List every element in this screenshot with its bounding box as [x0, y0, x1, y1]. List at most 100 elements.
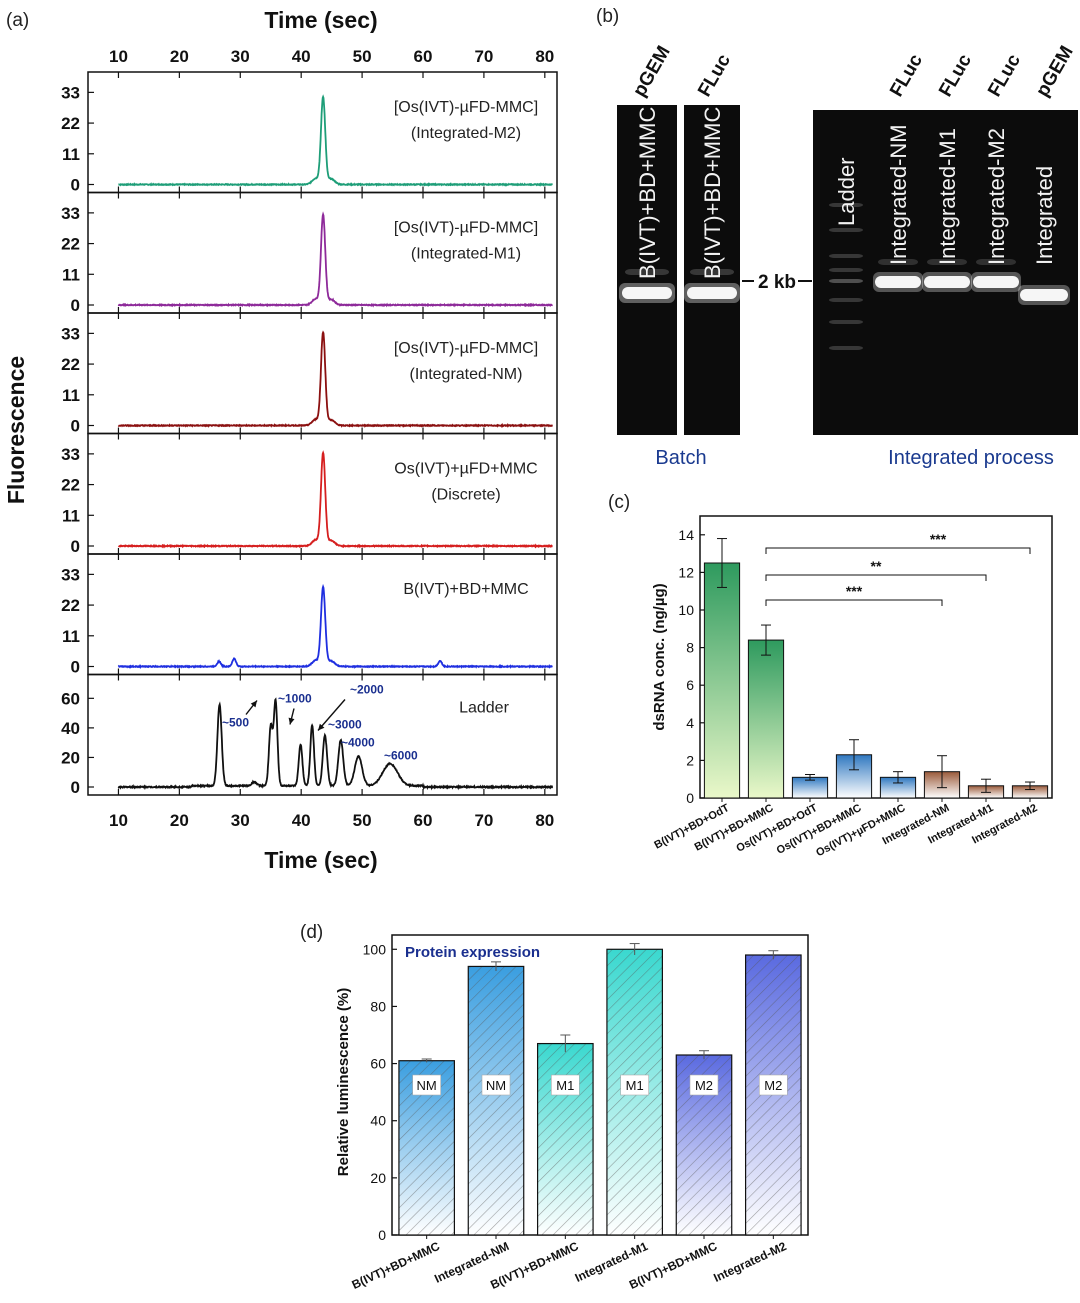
- bar-label: M2: [764, 1078, 782, 1093]
- y-tick-label: 20: [61, 748, 80, 767]
- top-tick-label: 30: [231, 47, 250, 66]
- y-tick-label: 11: [62, 386, 80, 405]
- y-tick-label: 80: [370, 998, 386, 1014]
- plot-frame: [699, 515, 1053, 799]
- gel-band-glow: [971, 272, 1021, 292]
- trace-panel: 33 22 11 0 B(IVT)+BD+MMC: [61, 553, 558, 677]
- gel-lane-top-label: FLuc: [984, 50, 1025, 100]
- gel-band-glow: [1018, 285, 1070, 305]
- panel-c-chart: 02468101214B(IVT)+BD+OdTB(IVT)+BD+MMCOs(…: [652, 515, 1053, 859]
- y-tick-label: 0: [71, 296, 80, 315]
- y-tick-label: 33: [61, 204, 80, 223]
- gel-band-glow: [684, 283, 740, 303]
- y-tick-label: 4: [686, 715, 694, 731]
- category-label: Integrated-M2: [711, 1239, 789, 1285]
- gel-band-main: [1020, 289, 1068, 301]
- trace-label-line2: (Integrated-M2): [411, 125, 521, 142]
- trace-line: [118, 94, 554, 188]
- gel-lane-text: Integrated-M2: [984, 128, 1009, 265]
- bar-hatch: [467, 965, 525, 1236]
- gel-lane-top-label: pGEM: [629, 42, 675, 100]
- bar-label-box: [412, 1074, 441, 1096]
- bar-label: M2: [695, 1078, 713, 1093]
- ladder-band: [829, 203, 863, 207]
- gel-lane-text: B(IVT)+BD+MMC: [700, 107, 725, 279]
- trace-frame: [87, 673, 558, 796]
- gel-band-main: [622, 287, 672, 299]
- trace-line: [118, 450, 553, 549]
- annotation-arrowhead: [250, 700, 257, 708]
- bar-label-box: [759, 1074, 788, 1096]
- gel-band-main: [875, 276, 921, 288]
- y-tick-label: 22: [61, 235, 80, 254]
- y-tick-label: 33: [61, 445, 80, 464]
- bar-label: NM: [417, 1078, 437, 1093]
- y-tick-label: 6: [686, 677, 694, 693]
- y-tick-label: 0: [71, 417, 80, 436]
- category-label: B(IVT)+BD+MMC: [350, 1239, 443, 1292]
- bottom-tick-label: 40: [292, 811, 311, 830]
- bottom-tick-label: 20: [170, 811, 189, 830]
- significance-label: **: [871, 558, 882, 574]
- ladder-band: [829, 228, 863, 232]
- bottom-tick-label: 50: [353, 811, 372, 830]
- y-tick-label: 0: [71, 658, 80, 677]
- y-tick-label: 40: [61, 719, 80, 738]
- gel-lane-text: Integrated-NM: [886, 124, 911, 265]
- y-tick-label: 33: [61, 83, 80, 102]
- gel-lane-top-label: FLuc: [694, 50, 735, 100]
- gel-bands: [619, 203, 1070, 350]
- y-tick-label: 60: [370, 1056, 386, 1072]
- gel-lane-text: Integrated-M1: [935, 128, 960, 265]
- panel-a: (a) Time (sec) Time (sec) Fluorescence 1…: [3, 7, 558, 873]
- plot-frame: [391, 934, 809, 1236]
- gel-lane-text: B(IVT)+BD+MMC: [635, 107, 660, 279]
- ladder-band: [829, 320, 863, 324]
- bottom-tick-label: 60: [414, 811, 433, 830]
- panel-c-y-title: dsRNA conc. (ng/µg): [651, 583, 668, 730]
- y-tick-label: 10: [678, 602, 694, 618]
- significance-bracket: [765, 599, 943, 606]
- top-tick-label: 80: [535, 47, 554, 66]
- panel-d-y-title: Relative luminescence (%): [335, 988, 352, 1176]
- gel-band-faint: [690, 269, 734, 275]
- gel-batch-lane-2: [684, 105, 740, 435]
- ladder-band: [829, 298, 863, 302]
- gel-lane-top-label: FLuc: [935, 50, 976, 100]
- panel-d-chart: 0 20 40 60 80 100 NM B(IVT)+BD+MMC NM Integrated-…: [350, 934, 809, 1292]
- gel-lane-text: Integrated: [1032, 166, 1057, 265]
- gel-band-glow: [619, 283, 675, 303]
- top-tick-label: 20: [170, 47, 189, 66]
- significance-bracket: [765, 574, 987, 581]
- bar-label: M1: [626, 1078, 644, 1093]
- panel-a-x-title-top: Time (sec): [264, 7, 377, 33]
- bar-label-box: [620, 1074, 649, 1096]
- ladder-size-annotation: ~6000: [384, 749, 418, 763]
- gel-band-glow: [922, 272, 972, 292]
- trace-label-line1: [Os(IVT)-µFD-MMC]: [394, 340, 538, 357]
- trace-line: [117, 330, 553, 429]
- gel-batch-lane-1: [617, 105, 677, 435]
- y-tick-label: 2: [686, 752, 694, 768]
- top-tick-label: 40: [292, 47, 311, 66]
- y-tick-label: 11: [62, 265, 80, 284]
- category-label: B(IVT)+BD+MMC: [693, 802, 776, 854]
- panel-label-b: (b): [596, 6, 619, 27]
- y-tick-label: 14: [678, 527, 694, 543]
- y-tick-label: 100: [363, 941, 387, 957]
- trace-label-line2: (Integrated-NM): [410, 366, 523, 383]
- y-tick-label: 11: [62, 506, 80, 525]
- y-tick-label: 0: [378, 1227, 386, 1243]
- bottom-tick-label: 10: [109, 811, 128, 830]
- annotation-arrow: [317, 699, 346, 731]
- gel-band-main: [687, 287, 737, 299]
- annotation-arrowhead: [288, 717, 295, 725]
- trace-label-line2: (Integrated-M1): [411, 246, 521, 263]
- y-tick-label: 22: [61, 476, 80, 495]
- gel-lane-top-label: pGEM: [1032, 42, 1078, 100]
- y-tick-label: 12: [678, 564, 694, 580]
- top-tick-label: 70: [474, 47, 493, 66]
- ladder-size-annotation: ~4000: [341, 736, 375, 750]
- bar: [747, 639, 785, 799]
